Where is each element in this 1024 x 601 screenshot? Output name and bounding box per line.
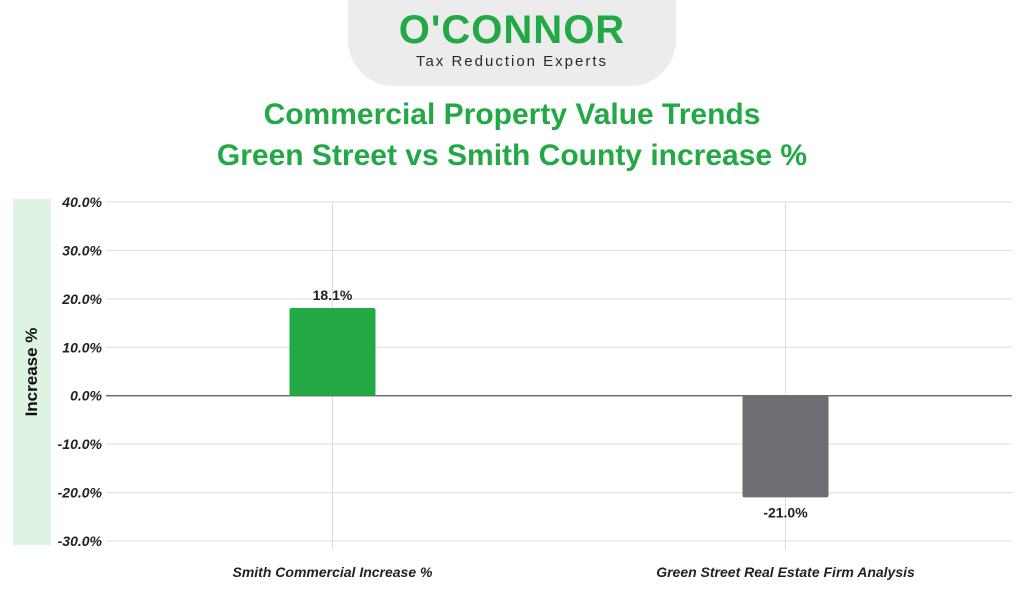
x-tick-label: Smith Commercial Increase % xyxy=(233,564,434,580)
chart-subtitle: Green Street vs Smith County increase % xyxy=(216,139,808,172)
y-tick-label: 30.0% xyxy=(62,242,102,258)
y-tick-label: 20.0% xyxy=(61,291,102,307)
y-tick-label: 0.0% xyxy=(70,388,102,404)
bar xyxy=(289,308,376,396)
chart-title: Commercial Property Value Trends xyxy=(263,98,761,131)
data-label: -21.0% xyxy=(763,504,808,520)
y-tick-label: -10.0% xyxy=(58,436,103,452)
logo-wordmark: O'CONNOR xyxy=(398,8,626,52)
data-label: 18.1% xyxy=(313,287,353,303)
bar xyxy=(742,395,829,498)
y-tick-label: -30.0% xyxy=(58,533,103,549)
y-tick-label: 40.0% xyxy=(61,194,102,210)
x-tick-label: Green Street Real Estate Firm Analysis xyxy=(656,564,915,580)
y-axis-label-band xyxy=(13,199,51,545)
logo-background xyxy=(348,0,676,86)
logo-tagline: Tax Reduction Experts xyxy=(415,53,609,70)
y-tick-label: -20.0% xyxy=(58,485,103,501)
y-tick-label: 10.0% xyxy=(62,339,102,355)
